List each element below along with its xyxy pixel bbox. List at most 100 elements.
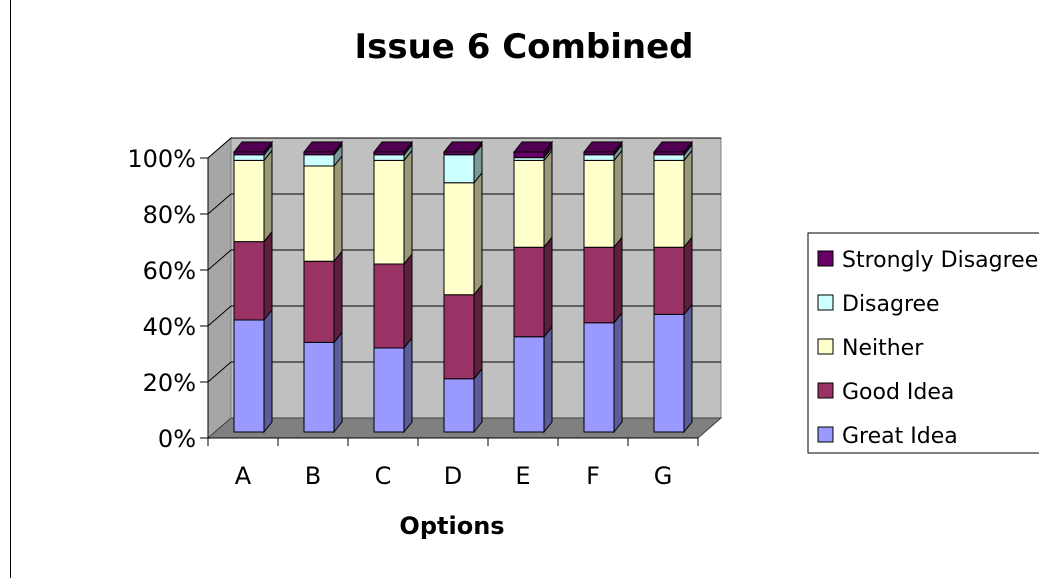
bar-face xyxy=(443,182,475,296)
bar-face xyxy=(303,154,335,167)
x-tick-label: E xyxy=(515,462,530,490)
bar-face xyxy=(583,154,615,161)
bar-side xyxy=(333,330,343,434)
bar-segment xyxy=(233,148,273,244)
legend-label: Neither xyxy=(842,336,924,361)
bar-face xyxy=(443,154,475,184)
gridline xyxy=(207,137,721,159)
x-tick-label: A xyxy=(235,462,252,490)
bar-face xyxy=(513,246,545,338)
bar-side xyxy=(263,308,273,434)
bar-side xyxy=(683,302,693,434)
legend-swatch xyxy=(817,426,834,443)
bar-segment xyxy=(233,230,273,322)
bar-segment xyxy=(303,249,343,344)
plot-side-wall xyxy=(207,136,232,440)
bar-side xyxy=(403,252,413,350)
bar-segment xyxy=(443,367,483,434)
bar-face xyxy=(583,246,615,324)
bar-segment xyxy=(373,148,413,266)
bar-face xyxy=(373,263,405,349)
bar-side xyxy=(473,171,483,297)
bar-top xyxy=(302,141,344,153)
y-tick-label: 60% xyxy=(143,257,196,285)
y-tick-label: 0% xyxy=(158,425,196,453)
bar-segment xyxy=(373,252,413,350)
bar-segment xyxy=(302,140,344,157)
bar-side xyxy=(263,148,273,244)
bar-side xyxy=(403,148,413,266)
legend-label: Disagree xyxy=(842,292,940,317)
bar-face xyxy=(373,159,405,265)
bar-segment xyxy=(653,235,693,316)
bar-side xyxy=(613,311,623,434)
legend-label: Good Idea xyxy=(842,380,954,405)
legend-box xyxy=(807,232,1039,454)
chart-frame xyxy=(10,0,1039,578)
bar-face xyxy=(653,246,685,315)
bar-segment xyxy=(443,171,483,297)
bar-segment xyxy=(372,140,414,157)
bar-face xyxy=(653,313,685,433)
legend-swatch xyxy=(817,382,834,399)
bar-segment xyxy=(583,148,623,249)
bar-face xyxy=(583,322,615,433)
gridline xyxy=(207,361,721,383)
bar-segment xyxy=(442,140,484,157)
bar-segment xyxy=(373,336,413,434)
bar-face xyxy=(233,241,265,321)
bar-side xyxy=(613,235,623,325)
chart-title: Issue 6 Combined xyxy=(354,27,693,67)
bar-face xyxy=(303,165,335,262)
bar-top xyxy=(372,141,414,153)
bar-segment xyxy=(443,283,483,381)
bar-face xyxy=(233,159,265,243)
bar-segment xyxy=(653,302,693,434)
bar-side xyxy=(263,230,273,322)
bar-segment xyxy=(233,308,273,434)
bar-side xyxy=(543,235,553,339)
bar-side xyxy=(473,367,483,434)
bar-face xyxy=(653,154,685,161)
bar-segment xyxy=(513,148,553,249)
x-tick-label: C xyxy=(375,462,392,490)
x-tick-label: G xyxy=(654,462,673,490)
bar-face xyxy=(653,159,685,248)
x-tick-label: F xyxy=(586,462,600,490)
bar-segment xyxy=(513,235,553,339)
gridline xyxy=(207,193,721,215)
bar-face xyxy=(303,341,335,433)
y-tick-label: 20% xyxy=(143,369,196,397)
plot-area: 0% 20% 40% 60% 80% 100% A B C D E F G xyxy=(127,136,723,490)
bar-face xyxy=(513,151,545,159)
bar-face xyxy=(513,336,545,433)
legend: Strongly Disagree Disagree Neither Good Ide… xyxy=(807,232,1039,454)
bar-segment xyxy=(232,140,274,157)
legend-swatch xyxy=(817,338,834,355)
bar-top xyxy=(582,141,624,153)
x-tick-label: D xyxy=(444,462,462,490)
bar-segment xyxy=(513,325,553,434)
gridline xyxy=(207,305,721,327)
bar-segment xyxy=(233,143,273,162)
bar-side xyxy=(473,283,483,381)
legend-swatch xyxy=(817,294,834,311)
bar-segment xyxy=(653,148,693,249)
bar-segment xyxy=(582,140,624,157)
y-tick-label: 40% xyxy=(143,313,196,341)
bar-face xyxy=(583,159,615,248)
bar-top xyxy=(512,141,554,153)
bar-side xyxy=(683,235,693,316)
bar-side xyxy=(683,148,693,249)
bar-side xyxy=(543,325,553,434)
bar-face xyxy=(373,154,405,161)
bar-face xyxy=(443,294,475,380)
y-tick-label: 100% xyxy=(127,145,196,173)
bar-segment xyxy=(512,140,554,160)
bar-segment xyxy=(653,143,693,162)
bar-segment xyxy=(652,140,694,157)
legend-swatch xyxy=(817,250,834,267)
bar-face xyxy=(373,347,405,433)
bar-top xyxy=(442,141,484,153)
